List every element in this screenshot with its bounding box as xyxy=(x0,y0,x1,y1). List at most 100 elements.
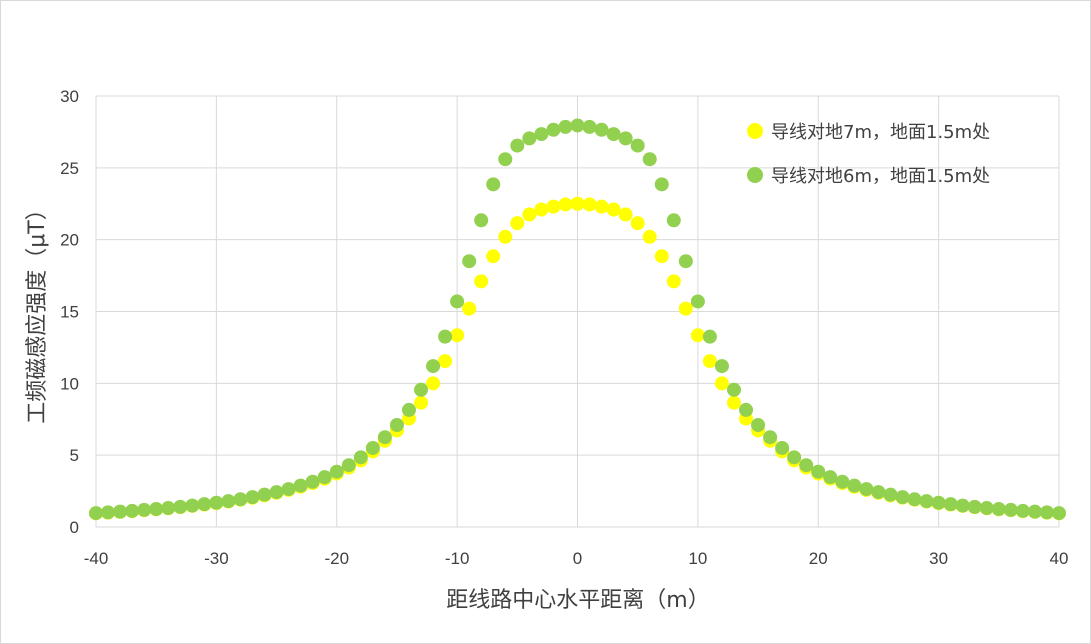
series-2-point xyxy=(1052,506,1066,521)
series-2-point xyxy=(498,152,513,167)
series-2-point xyxy=(365,440,380,455)
series-2-point xyxy=(714,359,729,374)
series-1-point xyxy=(654,249,669,264)
series-2-point xyxy=(353,450,368,465)
series-2-point xyxy=(257,487,272,502)
data-points xyxy=(89,118,1066,521)
series-2-point xyxy=(907,492,922,507)
series-2-point xyxy=(979,501,994,516)
series-2-point xyxy=(895,490,910,505)
y-tick-label: 20 xyxy=(60,231,79,250)
series-2-point xyxy=(438,329,453,344)
series-2-point xyxy=(414,382,429,397)
series-1-point xyxy=(582,197,597,212)
x-tick-label: -40 xyxy=(84,549,109,568)
series-2-point xyxy=(149,502,164,517)
series-2-point xyxy=(377,430,392,445)
series-2-point xyxy=(1015,503,1030,518)
series-2-point xyxy=(245,490,260,505)
x-tick-label: -30 xyxy=(204,549,229,568)
x-axis-title: 距线路中心水平距离（m） xyxy=(446,588,709,613)
series-1-point xyxy=(714,376,729,391)
series-1-point xyxy=(642,229,657,244)
series-1-point xyxy=(462,301,477,316)
series-1-point xyxy=(438,354,453,369)
legend-marker-series-2 xyxy=(747,167,763,183)
series-2-point xyxy=(1027,504,1042,519)
series-2-point xyxy=(173,499,188,514)
x-tick-label: 40 xyxy=(1050,549,1069,568)
series-1-point xyxy=(486,249,501,264)
series-2-point xyxy=(269,485,284,500)
series-2-point xyxy=(630,138,645,153)
series-1-point xyxy=(570,196,585,211)
y-tick-label: 0 xyxy=(70,518,79,537)
series-2-point xyxy=(642,152,657,167)
series-2-point xyxy=(474,213,489,228)
series-2-point xyxy=(811,464,826,479)
series-2-point xyxy=(847,478,862,493)
series-1-point xyxy=(498,229,513,244)
y-tick-label: 15 xyxy=(60,303,79,322)
series-2-point xyxy=(389,417,404,432)
tick-labels: -40 -30 -20 -10 0 10 20 30 40 0 5 10 15 20 25 30 xyxy=(60,87,1068,568)
x-tick-label: 20 xyxy=(809,549,828,568)
series-2-point xyxy=(426,359,441,374)
series-2-point xyxy=(1003,502,1018,517)
series-1-point xyxy=(426,376,441,391)
series-2-point xyxy=(654,177,669,192)
series-2-point xyxy=(486,177,501,192)
legend-label-series-2: 导线对地6m，地面1.5m处 xyxy=(771,166,990,187)
series-2-point xyxy=(522,131,537,146)
series-2-point xyxy=(606,127,621,142)
series-1-point xyxy=(666,274,681,289)
series-1-point xyxy=(414,395,429,410)
series-2-point xyxy=(666,213,681,228)
series-2-point xyxy=(125,503,140,518)
series-2-point xyxy=(859,482,874,497)
series-1-point xyxy=(702,354,717,369)
gridlines xyxy=(95,95,1060,528)
series-1-point xyxy=(630,216,645,231)
series-2-point xyxy=(185,498,200,513)
y-tick-label: 10 xyxy=(60,374,79,393)
series-2-point xyxy=(835,474,850,489)
series-2-point xyxy=(931,495,946,510)
series-1-point xyxy=(510,216,525,231)
series-2-point xyxy=(823,470,838,485)
series-2-point xyxy=(799,458,814,473)
series-1-point xyxy=(558,197,573,212)
series-2-point xyxy=(726,382,741,397)
series-2-point xyxy=(101,505,116,520)
x-tick-label: 30 xyxy=(929,549,948,568)
series-2-point xyxy=(233,492,248,507)
series-2-point xyxy=(401,402,416,417)
x-tick-label: 0 xyxy=(573,549,582,568)
series-2-point xyxy=(955,498,970,513)
series-2-point xyxy=(510,138,525,153)
series-2-point xyxy=(546,122,561,137)
series-2-point xyxy=(317,470,332,485)
series-2-point xyxy=(871,485,886,500)
x-tick-label: -20 xyxy=(324,549,349,568)
series-2-point xyxy=(618,131,633,146)
series-1-point xyxy=(450,328,465,343)
series-2-point xyxy=(943,497,958,512)
series-1-point xyxy=(534,202,549,217)
x-tick-label: -10 xyxy=(445,549,470,568)
legend-label-series-1: 导线对地7m，地面1.5m处 xyxy=(771,122,990,143)
series-1-point xyxy=(618,207,633,222)
series-1-point xyxy=(546,199,561,214)
series-2-point xyxy=(341,458,356,473)
series-2-point xyxy=(594,122,609,137)
series-2-point xyxy=(305,474,320,489)
series-2-point xyxy=(1039,505,1054,520)
series-2-point xyxy=(751,417,766,432)
legend-marker-series-1 xyxy=(747,123,763,139)
series-2-point xyxy=(967,499,982,514)
series-1-point xyxy=(726,395,741,410)
series-1-point xyxy=(594,199,609,214)
y-tick-label: 5 xyxy=(70,446,79,465)
